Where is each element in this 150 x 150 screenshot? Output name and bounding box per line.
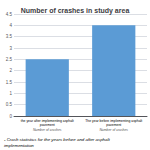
svg-text:0: 0 xyxy=(9,114,12,119)
svg-text:Number of crashes: Number of crashes xyxy=(33,128,62,132)
svg-text:The year before implementing a: The year before implementing asphalt xyxy=(85,119,143,124)
svg-text:4: 4 xyxy=(9,23,12,28)
svg-text:3.5: 3.5 xyxy=(6,34,13,39)
svg-text:Number of crashes in study are: Number of crashes in study area xyxy=(21,7,130,15)
svg-text:1.5: 1.5 xyxy=(6,80,13,85)
svg-text:2.5: 2.5 xyxy=(6,57,13,62)
svg-text:0.5: 0.5 xyxy=(6,102,13,107)
svg-text:- Crash statistics for the yea: - Crash statistics for the years before … xyxy=(4,137,110,142)
svg-text:implementation: implementation xyxy=(4,143,34,148)
svg-text:pavement: pavement xyxy=(40,123,55,127)
svg-text:1: 1 xyxy=(9,91,12,96)
svg-text:3: 3 xyxy=(9,46,12,51)
svg-text:2: 2 xyxy=(9,68,12,73)
svg-text:4.5: 4.5 xyxy=(6,12,13,17)
svg-text:the year after implementing as: the year after implementing asphalt xyxy=(20,119,74,124)
svg-text:Number of crashes: Number of crashes xyxy=(99,128,128,132)
svg-text:pavement: pavement xyxy=(106,123,121,127)
